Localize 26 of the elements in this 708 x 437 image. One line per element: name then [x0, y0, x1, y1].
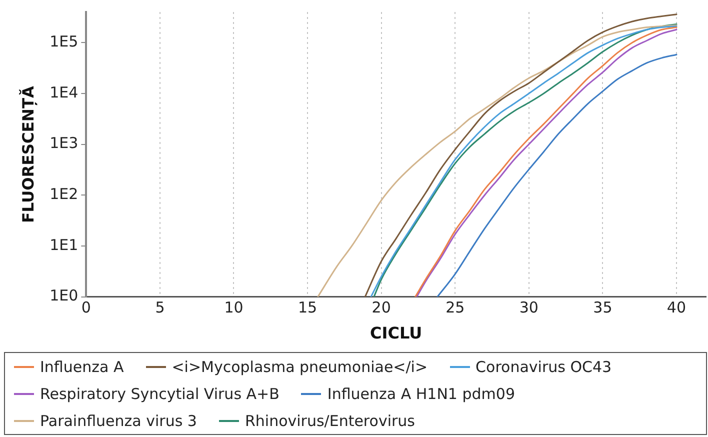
legend-label: Coronavirus OC43 — [476, 358, 612, 376]
line-series — [317, 24, 678, 297]
y-tick-label: 1E4 — [50, 83, 78, 102]
x-tick-label: 10 — [224, 298, 244, 317]
y-tick-label: 1E5 — [50, 32, 78, 50]
x-tick-label: 0 — [81, 298, 91, 317]
x-tick-label: 20 — [372, 298, 391, 317]
legend-label: Influenza A — [40, 358, 124, 376]
legend-label: Influenza A H1N1 pdm09 — [327, 384, 515, 402]
x-tick-label: 15 — [298, 298, 318, 317]
legend-label: <i>Mycoplasma pneumoniae</i> — [172, 358, 428, 376]
x-axis-title: CICLU — [370, 324, 422, 343]
y-tick-label: 1E2 — [50, 185, 78, 204]
legend-label: Parainfluenza virus 3 — [40, 412, 197, 430]
x-tick-label: 5 — [155, 298, 165, 317]
x-tick-label: 35 — [593, 298, 612, 317]
x-tick-label: 30 — [519, 298, 538, 317]
y-tick-label: 1E1 — [50, 236, 78, 254]
y-tick-label: 1E0 — [50, 286, 78, 305]
legend-label: Respiratory Syncytial Virus A+B — [40, 384, 280, 402]
legend-label: Rhinovirus/Enterovirus — [244, 412, 415, 430]
x-tick-label: 40 — [666, 298, 686, 317]
y-axis-title: FLUORESCENȚĂ — [18, 86, 38, 223]
y-tick-label: 1E3 — [50, 134, 78, 152]
x-tick-label: 25 — [446, 298, 465, 317]
line-series — [436, 54, 678, 297]
